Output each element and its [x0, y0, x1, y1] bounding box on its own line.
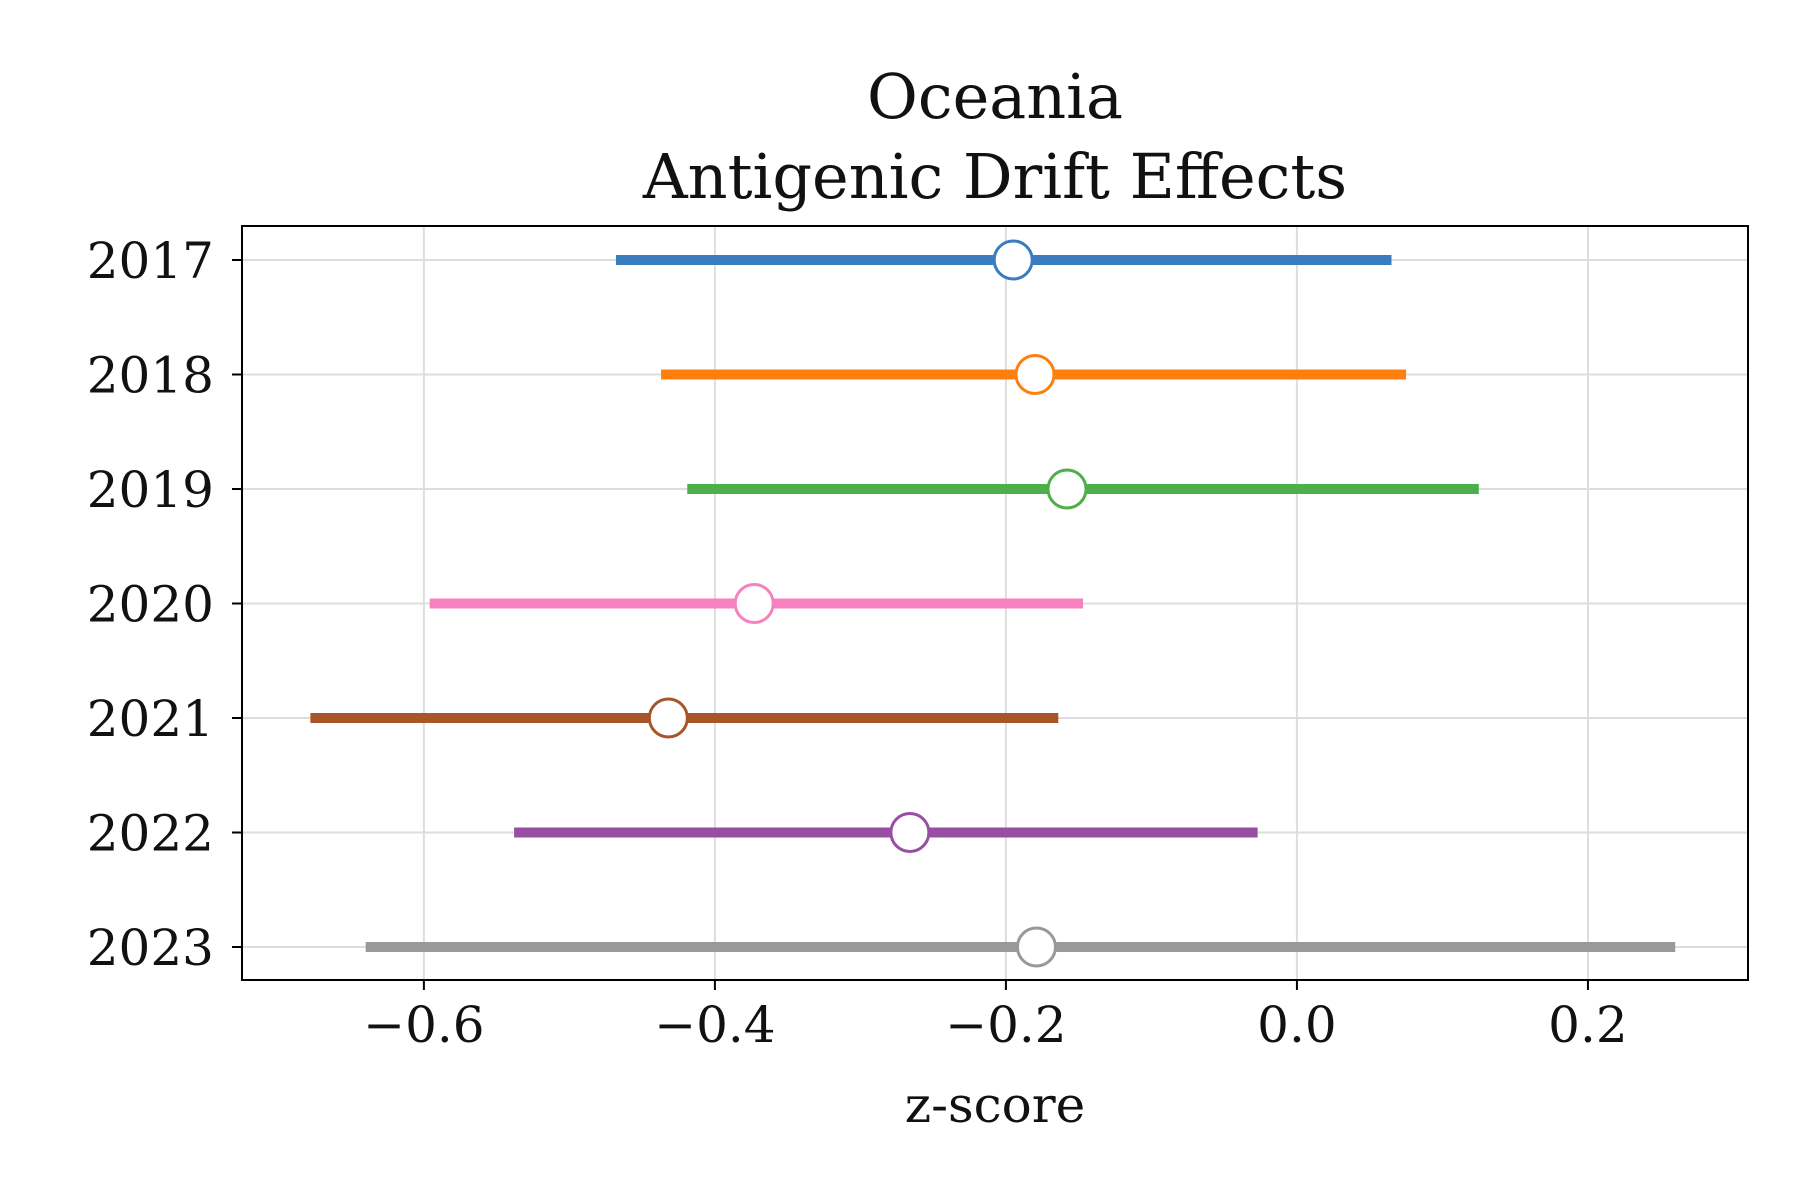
estimate-markers	[647, 239, 1088, 968]
estimate-marker-2021	[647, 697, 689, 739]
x-axis-label: z-score	[905, 1076, 1086, 1134]
y-tick-label: 2020	[87, 576, 214, 634]
y-tick-label: 2017	[87, 232, 214, 290]
estimate-marker-2017	[992, 239, 1034, 281]
y-tick-label: 2023	[87, 919, 214, 977]
x-tick-label: 0.2	[1548, 996, 1628, 1054]
chart-title-line-1: Oceania	[867, 60, 1123, 133]
estimate-marker-2020	[733, 583, 775, 624]
y-tick-label: 2022	[87, 805, 214, 863]
x-tick-label: 0.0	[1257, 996, 1337, 1054]
estimate-marker-2018	[1014, 354, 1056, 395]
y-tick-label: 2021	[87, 690, 214, 748]
y-axis-ticks: 2017 2018 2019 2020 2021 2022 2023	[87, 232, 242, 977]
x-axis-ticks: −0.6 −0.4 −0.2 0.0 0.2	[363, 980, 1628, 1054]
estimate-marker-2019	[1046, 468, 1088, 510]
x-tick-label: −0.6	[363, 996, 484, 1054]
x-tick-label: −0.4	[654, 996, 775, 1054]
estimate-marker-2022	[889, 812, 931, 853]
x-tick-label: −0.2	[945, 996, 1066, 1054]
y-tick-label: 2019	[87, 461, 214, 519]
chart-title-line-2: Antigenic Drift Effects	[642, 140, 1347, 213]
estimate-marker-2023	[1015, 926, 1057, 968]
y-tick-label: 2018	[87, 347, 214, 405]
